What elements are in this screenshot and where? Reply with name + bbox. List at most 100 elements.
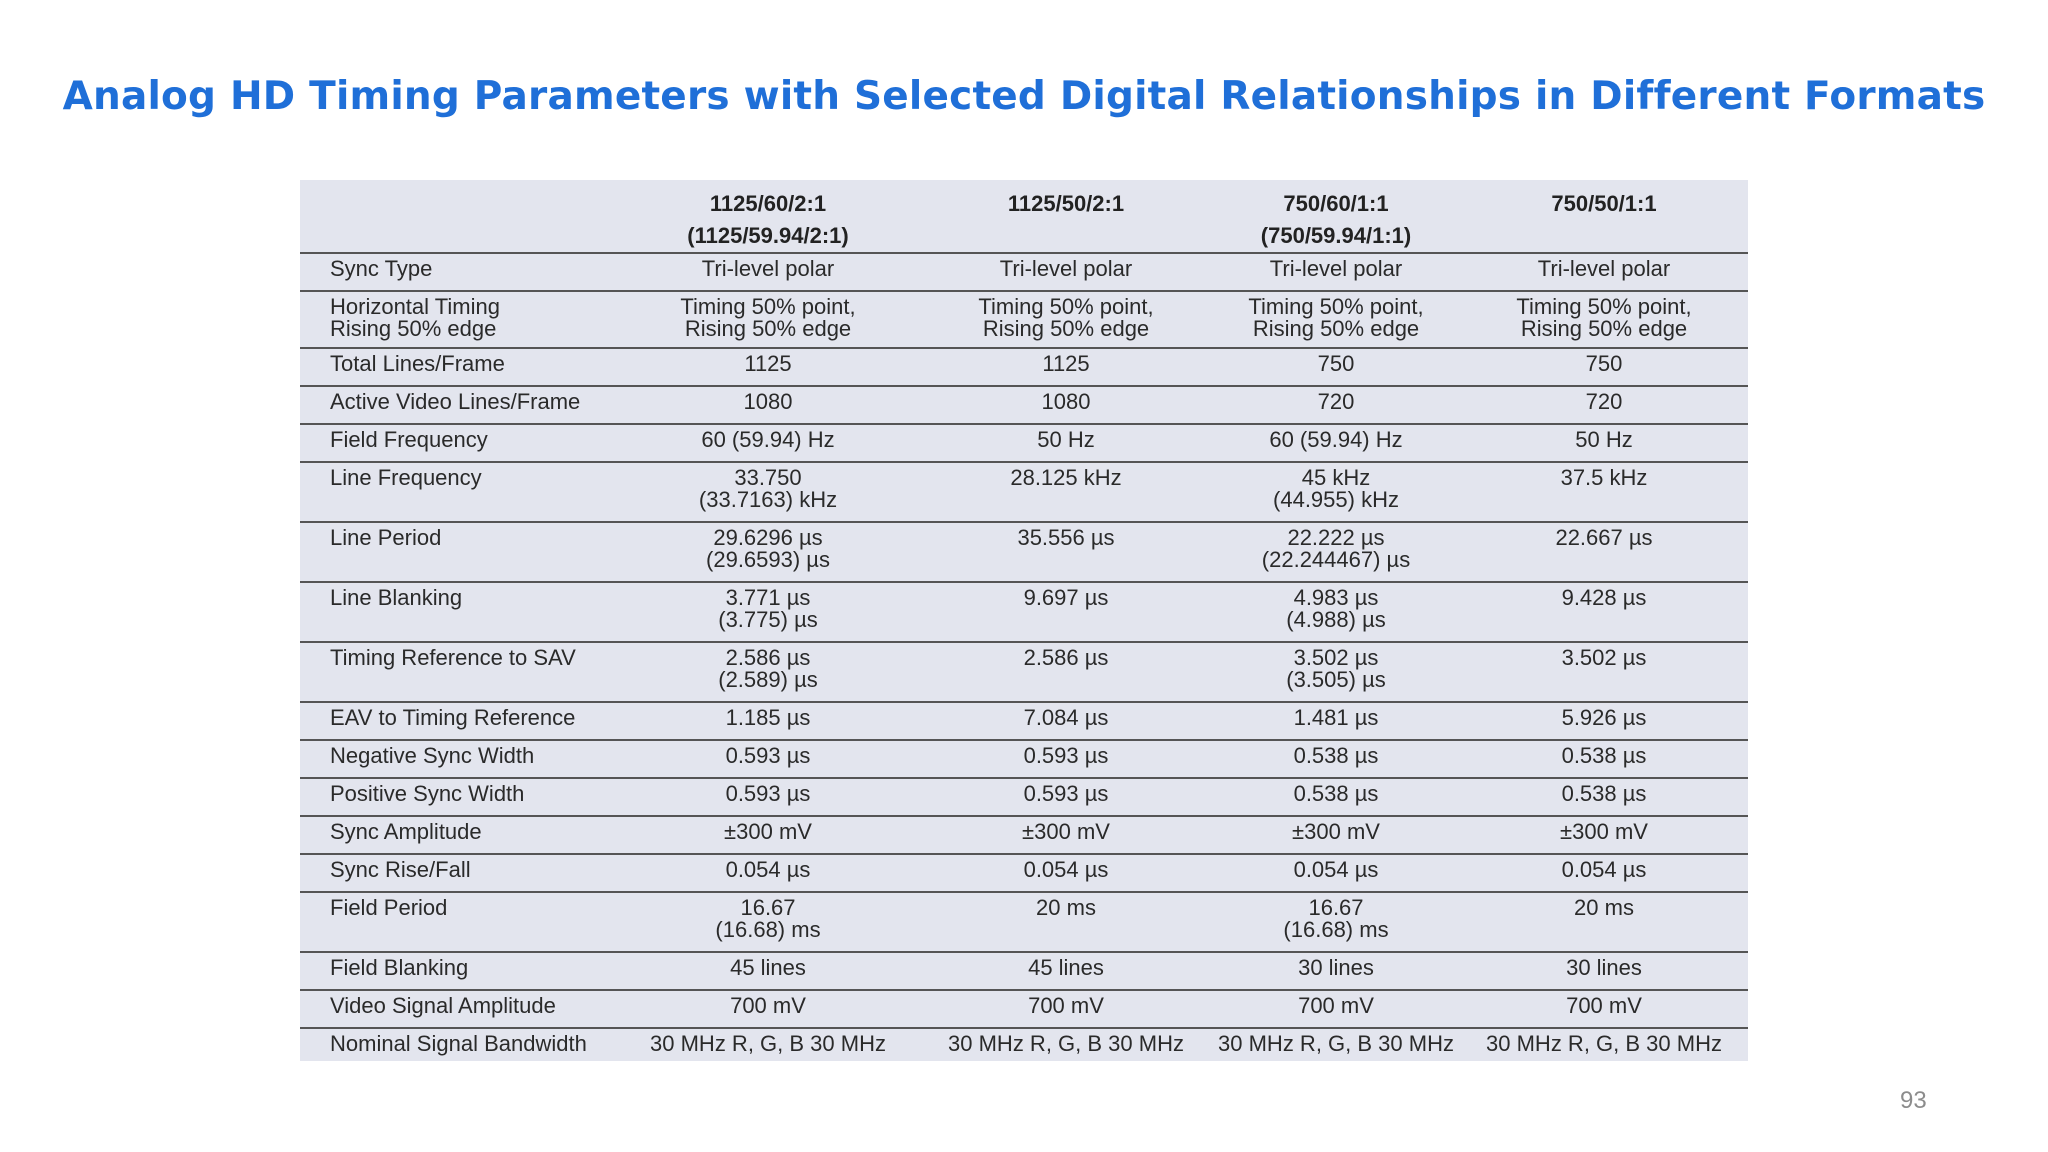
column-header: 1125/50/2:1 — [920, 180, 1212, 254]
row-label-line: Rising 50% edge — [330, 316, 497, 341]
table-cell: 29.6296 µs (29.6593) µs — [616, 522, 920, 583]
cell-value-line: 30 MHz R, G, B 30 MHz — [1218, 1031, 1454, 1056]
cell-value-line: (16.68) ms — [715, 917, 821, 942]
cell-value-line: (22.244467) µs — [1261, 547, 1411, 572]
row-label: Video Signal Amplitude — [300, 990, 616, 1029]
row-label: Horizontal Timing Rising 50% edge — [300, 291, 616, 349]
cell-value-line: 50 Hz — [1037, 427, 1095, 452]
cell-value-line: 0.538 µs — [1293, 743, 1379, 768]
row-label-line: Positive Sync Width — [330, 781, 525, 806]
cell-value-line: 28.125 kHz — [1010, 465, 1122, 490]
cell-value-line: Tri-level polar — [1537, 256, 1671, 281]
table-row: Horizontal Timing Rising 50% edge Timing 5… — [300, 291, 1748, 349]
row-label-line: Video Signal Amplitude — [330, 993, 556, 1018]
table-cell: 45 lines — [616, 952, 920, 991]
cell-value-line: 5.926 µs — [1561, 705, 1647, 730]
column-header-line1: 1125/50/2:1 — [1007, 191, 1125, 216]
cell-value-line: 720 — [1317, 389, 1355, 414]
cell-value-line: ±300 mV — [724, 819, 812, 844]
row-label-line: Field Period — [330, 895, 448, 920]
row-label-line: Timing Reference to SAV — [330, 645, 576, 670]
row-label: Negative Sync Width — [300, 740, 616, 779]
table-cell: 720 — [1460, 386, 1748, 425]
row-label-line: Sync Type — [330, 256, 433, 281]
table-row: Sync Rise/Fall 0.054 µs 0.054 µs 0.054 µs 0.… — [300, 854, 1748, 893]
cell-value-line: (3.505) µs — [1286, 667, 1386, 692]
cell-value-line: 2.586 µs — [1023, 645, 1109, 670]
table-cell: 0.593 µs — [616, 778, 920, 817]
cell-value-line: (16.68) ms — [1283, 917, 1389, 942]
cell-value-line: (3.775) µs — [718, 607, 818, 632]
table-cell: 45 kHz (44.955) kHz — [1212, 462, 1460, 523]
cell-value-line: 720 — [1585, 389, 1623, 414]
table-row: Video Signal Amplitude 700 mV 700 mV 700 mV… — [300, 990, 1748, 1029]
table-cell: 9.428 µs — [1460, 582, 1748, 643]
cell-value-line: 1080 — [1041, 389, 1091, 414]
cell-value-line: Rising 50% edge — [1520, 316, 1688, 341]
cell-value-line: 35.556 µs — [1017, 525, 1115, 550]
row-label: EAV to Timing Reference — [300, 702, 616, 741]
table-row: Field Blanking 45 lines 45 lines 30 lines 30… — [300, 952, 1748, 991]
cell-value-line: 45 lines — [1028, 955, 1104, 980]
table-cell: Timing 50% point, Rising 50% edge — [1460, 291, 1748, 349]
row-label-line: Sync Amplitude — [330, 819, 482, 844]
row-label: Field Blanking — [300, 952, 616, 991]
table-row: Field Period 16.67 (16.68) ms 20 ms 16.67 (16… — [300, 892, 1748, 953]
table-cell: 2.586 µs — [920, 642, 1212, 703]
table-row: Line Frequency 33.750 (33.7163) kHz 28.125 … — [300, 462, 1748, 523]
table-cell: 1.185 µs — [616, 702, 920, 741]
cell-value-line: 0.054 µs — [1561, 857, 1647, 882]
table-cell: 1080 — [616, 386, 920, 425]
table-cell: 20 ms — [1460, 892, 1748, 953]
column-header-line2: (750/59.94/1:1) — [1260, 223, 1412, 248]
cell-value-line: Tri-level polar — [999, 256, 1133, 281]
table-cell: 30 lines — [1460, 952, 1748, 991]
cell-value-line: (29.6593) µs — [706, 547, 830, 572]
row-label: Timing Reference to SAV — [300, 642, 616, 703]
table-cell: 0.593 µs — [616, 740, 920, 779]
table-row: Active Video Lines/Frame 1080 1080 720 720 — [300, 386, 1748, 425]
cell-value-line: 0.593 µs — [725, 743, 811, 768]
table-cell: 700 mV — [920, 990, 1212, 1029]
table-cell: Tri-level polar — [1460, 253, 1748, 292]
table-row: Line Blanking 3.771 µs (3.775) µs 9.697 µs 4… — [300, 582, 1748, 643]
table-cell: 0.538 µs — [1460, 740, 1748, 779]
cell-value-line: (4.988) µs — [1286, 607, 1386, 632]
cell-value-line: 50 Hz — [1575, 427, 1633, 452]
table-row: Timing Reference to SAV 2.586 µs (2.589) µ… — [300, 642, 1748, 703]
row-label: Line Frequency — [300, 462, 616, 523]
cell-value-line: 3.502 µs — [1561, 645, 1647, 670]
table-row: Line Period 29.6296 µs (29.6593) µs 35.556 … — [300, 522, 1748, 583]
table-cell: 30 MHz R, G, B 30 MHz — [920, 1028, 1212, 1065]
row-label: Sync Amplitude — [300, 816, 616, 855]
cell-value-line: 0.593 µs — [1023, 781, 1109, 806]
cell-value-line: (33.7163) kHz — [698, 487, 838, 512]
cell-value-line: 60 (59.94) Hz — [701, 427, 835, 452]
cell-value-line: 1125 — [1042, 351, 1090, 376]
row-label: Line Blanking — [300, 582, 616, 643]
table-cell: 37.5 kHz — [1460, 462, 1748, 523]
cell-value-line: ±300 mV — [1292, 819, 1380, 844]
cell-value-line: 750 — [1585, 351, 1623, 376]
cell-value-line: 750 — [1317, 351, 1355, 376]
table-cell: 60 (59.94) Hz — [616, 424, 920, 463]
table-cell: 30 MHz R, G, B 30 MHz — [616, 1028, 920, 1065]
table-cell: 700 mV — [616, 990, 920, 1029]
table-cell: 60 (59.94) Hz — [1212, 424, 1460, 463]
table-cell: 1125 — [920, 348, 1212, 387]
row-label-line: Line Frequency — [330, 465, 482, 490]
column-header: 750/50/1:1 — [1460, 180, 1748, 254]
cell-value-line: ±300 mV — [1022, 819, 1110, 844]
table-cell: 2.586 µs (2.589) µs — [616, 642, 920, 703]
cell-value-line: 30 lines — [1298, 955, 1374, 980]
cell-value-line: 0.054 µs — [1023, 857, 1109, 882]
cell-value-line: Timing 50% point, — [978, 294, 1154, 319]
timing-parameters-table: 1125/60/2:1 (1125/59.94/2:1) 1125/50/2:1 75… — [300, 180, 1748, 1065]
cell-value-line: Rising 50% edge — [684, 316, 852, 341]
column-header-line1: 750/50/1:1 — [1551, 191, 1657, 216]
cell-value-line: 22.222 µs — [1287, 525, 1385, 550]
cell-value-line: 16.67 — [1308, 895, 1364, 920]
row-label: Sync Type — [300, 253, 616, 292]
cell-value-line: 3.771 µs — [725, 585, 811, 610]
table-cell: 1125 — [616, 348, 920, 387]
